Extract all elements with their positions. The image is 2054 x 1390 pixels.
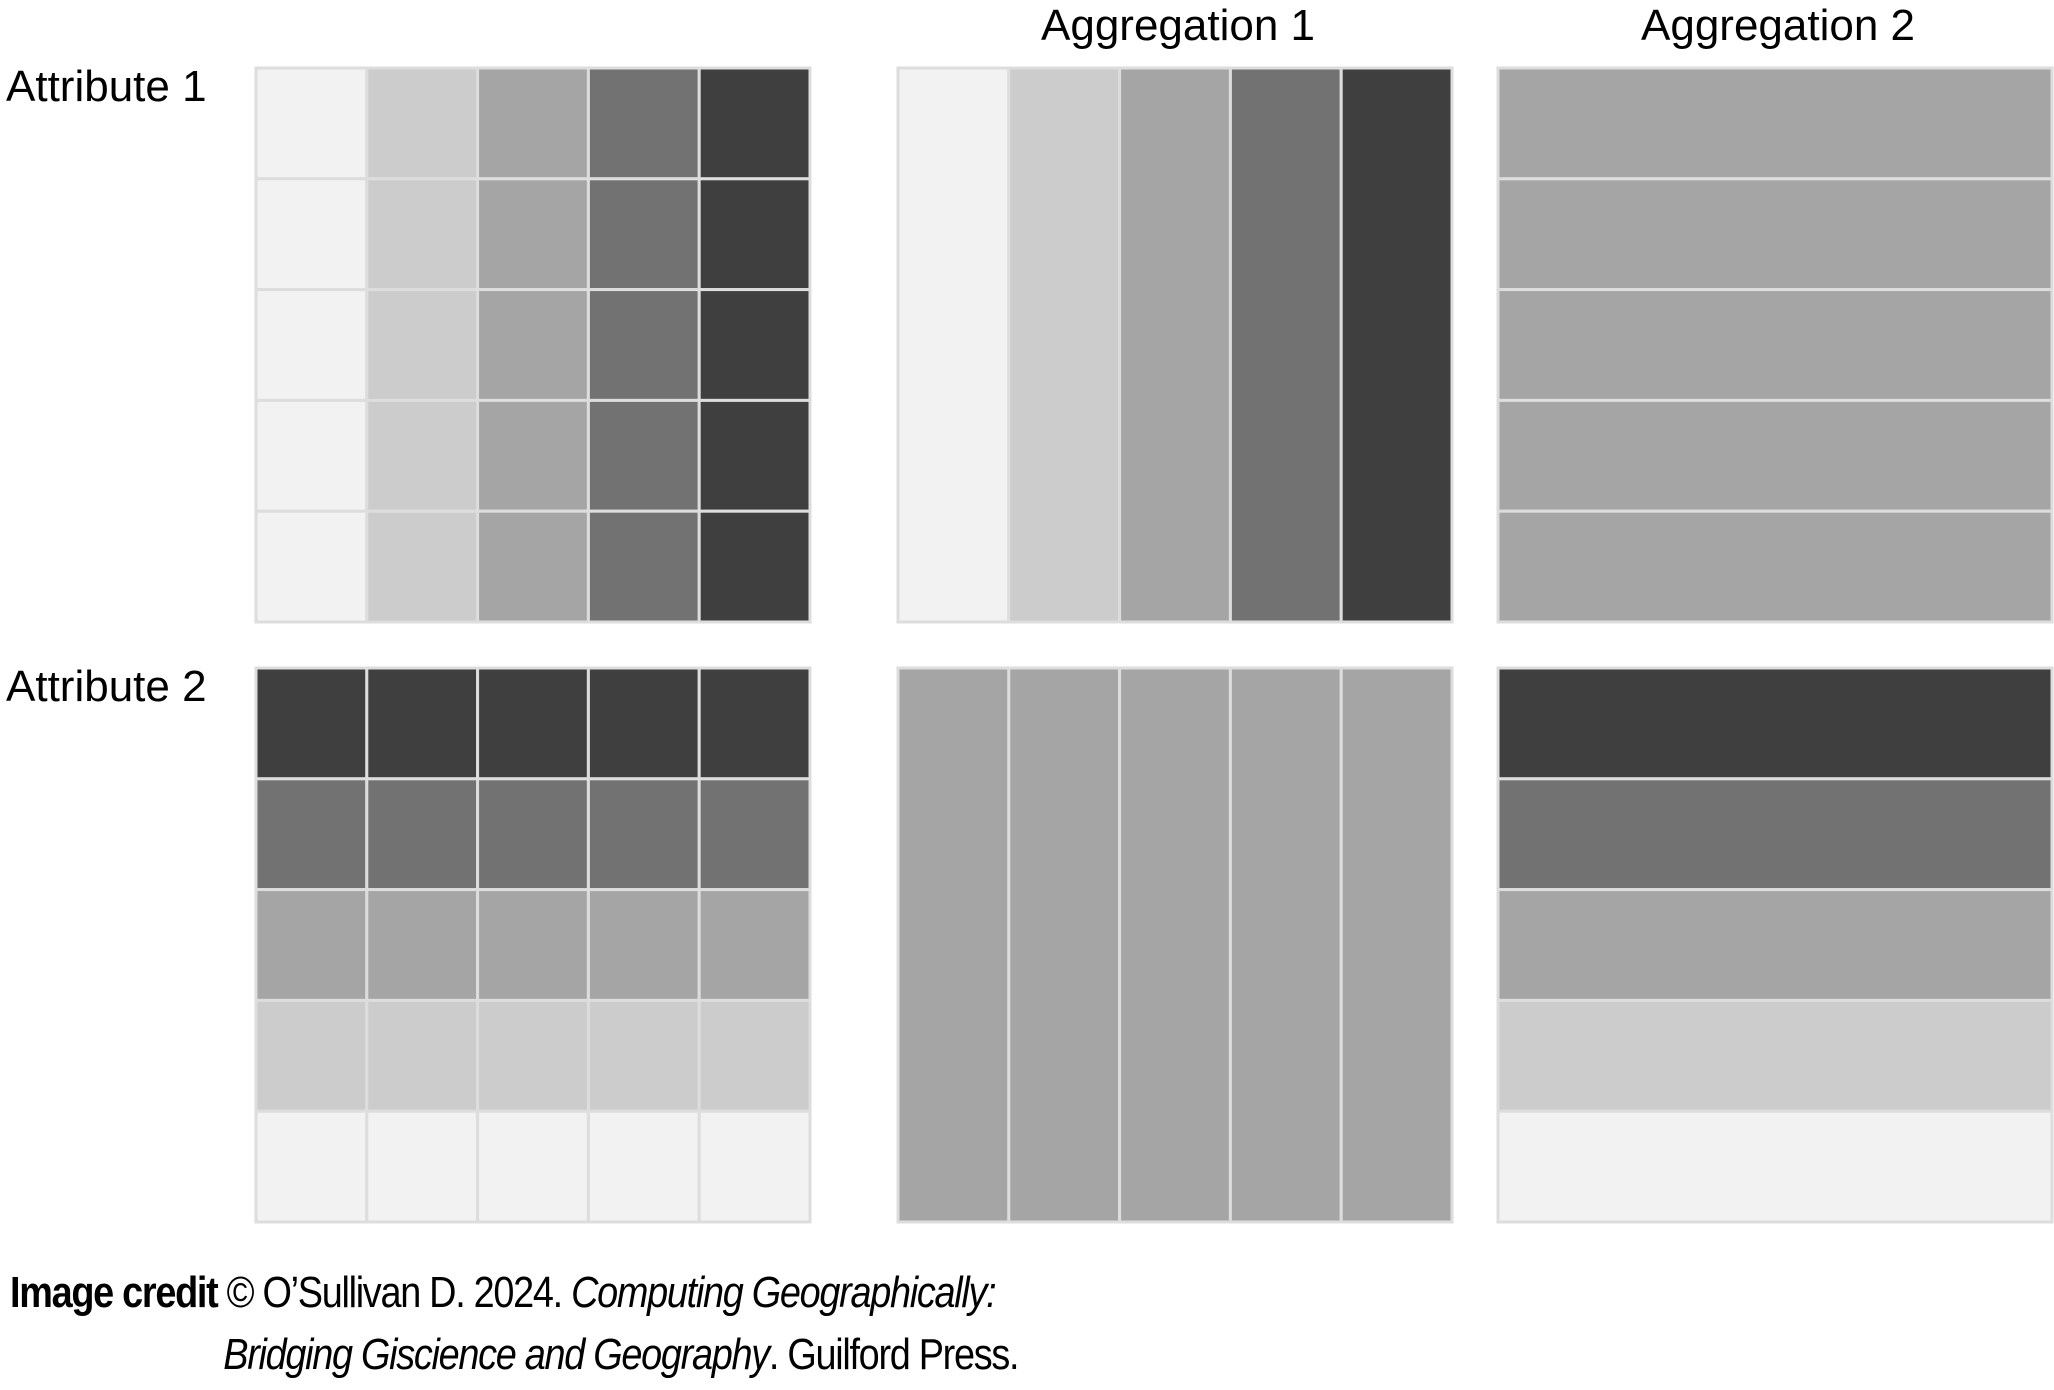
grid-cell <box>697 509 812 624</box>
grid-cell <box>586 288 701 402</box>
grid-cell <box>586 66 701 181</box>
attribute-1-aggregation-2-grid <box>1496 66 2054 624</box>
aggregated-row <box>1496 1109 2054 1224</box>
grid-cell <box>365 66 480 181</box>
column-header-aggregation-2: Aggregation 2 <box>1641 1 1915 50</box>
row-header-attribute-2: Attribute 2 <box>6 662 207 711</box>
grid-cell <box>697 998 812 1113</box>
grid-cell <box>254 1109 369 1224</box>
grid-cell <box>365 888 480 1002</box>
aggregated-row <box>1496 288 2054 402</box>
credit-title-part1: Computing Geographically: <box>571 1268 996 1317</box>
grid-cell <box>586 509 701 624</box>
grid-cell <box>476 998 590 1113</box>
aggregated-column <box>896 66 1011 624</box>
aggregated-column <box>1228 666 1343 1224</box>
grid-cell <box>254 509 369 624</box>
grid-cell <box>586 1109 701 1224</box>
grid-cell <box>365 1109 480 1224</box>
grid-cell <box>586 888 701 1002</box>
grid-cell <box>476 509 590 624</box>
aggregated-column <box>1339 666 1454 1224</box>
aggregated-row <box>1496 509 2054 624</box>
row-headers: Attribute 1 Attribute 2 <box>6 62 207 711</box>
aggregated-column <box>1228 66 1343 624</box>
grid-cell <box>365 509 480 624</box>
credit-prefix: © O’Sullivan D. 2024. <box>226 1268 572 1317</box>
grid-cell <box>697 288 812 402</box>
grid-cell <box>254 177 369 292</box>
grid-cell <box>697 777 812 892</box>
aggregated-row <box>1496 998 2054 1113</box>
grids <box>254 66 2054 1224</box>
grid-cell <box>365 398 480 513</box>
grid-cell <box>476 398 590 513</box>
aggregated-column <box>1339 66 1454 624</box>
row-header-attribute-1: Attribute 1 <box>6 62 207 111</box>
grid-cell <box>254 66 369 181</box>
image-credit: Image credit © O’Sullivan D. 2024. Compu… <box>10 1262 1020 1386</box>
grid-cell <box>586 998 701 1113</box>
aggregated-row <box>1496 777 2054 892</box>
grid-cell <box>476 1109 590 1224</box>
grid-cell <box>365 177 480 292</box>
grid-cell <box>365 777 480 892</box>
credit-suffix: . Guilford Press. <box>768 1330 1020 1379</box>
grid-cell <box>697 666 812 781</box>
grid-cell <box>697 888 812 1002</box>
aggregated-row <box>1496 66 2054 181</box>
grid-cell <box>476 777 590 892</box>
grid-cell <box>365 666 480 781</box>
attribute-1-aggregation-1-grid <box>896 66 1454 624</box>
grid-cell <box>697 398 812 513</box>
credit-title-part2: Bridging Giscience and Geography <box>223 1330 770 1379</box>
grid-cell <box>365 288 480 402</box>
aggregated-column <box>1118 66 1232 624</box>
aggregated-row <box>1496 888 2054 1002</box>
aggregated-column <box>896 666 1011 1224</box>
grid-cell <box>697 177 812 292</box>
grid-cell <box>254 777 369 892</box>
grid-cell <box>254 398 369 513</box>
grid-cell <box>476 666 590 781</box>
grid-cell <box>586 177 701 292</box>
grid-cell <box>254 888 369 1002</box>
grid-cell <box>697 66 812 181</box>
attribute-2-aggregation-1-grid <box>896 666 1454 1224</box>
aggregated-row <box>1496 398 2054 513</box>
grid-cell <box>254 666 369 781</box>
grid-cell <box>254 998 369 1113</box>
column-header-aggregation-1: Aggregation 1 <box>1041 1 1315 50</box>
grid-cell <box>586 777 701 892</box>
attribute-1-original-grid <box>254 66 812 624</box>
aggregated-column <box>1007 66 1122 624</box>
grid-cell <box>365 998 480 1113</box>
grid-cell <box>476 288 590 402</box>
grid-cell <box>476 66 590 181</box>
grid-cell <box>697 1109 812 1224</box>
credit-label: Image credit <box>10 1268 219 1317</box>
aggregated-row <box>1496 666 2054 781</box>
grid-cell <box>586 666 701 781</box>
column-headers: Aggregation 1 Aggregation 2 <box>1041 1 1915 50</box>
grid-cell <box>586 398 701 513</box>
grid-cell <box>254 288 369 402</box>
grid-cell <box>476 888 590 1002</box>
aggregated-column <box>1007 666 1122 1224</box>
aggregated-column <box>1118 666 1232 1224</box>
grid-cell <box>476 177 590 292</box>
aggregated-row <box>1496 177 2054 292</box>
attribute-2-aggregation-2-grid <box>1496 666 2054 1224</box>
attribute-2-original-grid <box>254 666 812 1224</box>
